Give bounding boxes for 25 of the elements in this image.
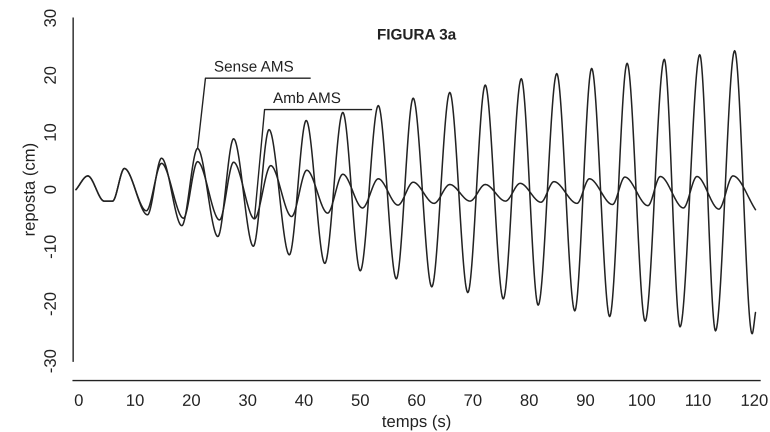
y-tick-label: -20 (44, 292, 56, 316)
x-tick-label: 120 (742, 394, 768, 406)
y-tick-label: 10 (44, 124, 56, 140)
x-tick-label: 40 (295, 394, 313, 406)
y-tick-label: 20 (44, 66, 56, 84)
x-tick-label: 30 (239, 394, 256, 406)
text: FIGURA 3a (378, 28, 456, 40)
x-tick-label: 10 (127, 394, 144, 406)
annotation: Amb AMS (273, 92, 340, 104)
x-tick-label: 0 (74, 394, 83, 406)
x-tick-label: 80 (520, 394, 538, 406)
x-tick-label: 60 (408, 394, 426, 406)
y-tick-label: -30 (44, 350, 56, 372)
x-tick-label: 20 (182, 394, 200, 406)
x-tick-label: 70 (464, 394, 482, 406)
y-tick-label: 0 (44, 186, 56, 194)
x-tick-label: 50 (352, 394, 369, 406)
annotation: Sense AMS (214, 60, 294, 72)
y-tick-label: -10 (44, 235, 56, 258)
x-tick-label: 100 (629, 394, 656, 406)
x-tick-label: 110 (686, 394, 711, 406)
x-axis-title: temps (s) (382, 414, 450, 430)
y-tick-label: 30 (44, 10, 56, 27)
x-tick-label: 90 (576, 394, 594, 406)
y-axis-title: reposta (cm) (22, 144, 38, 236)
